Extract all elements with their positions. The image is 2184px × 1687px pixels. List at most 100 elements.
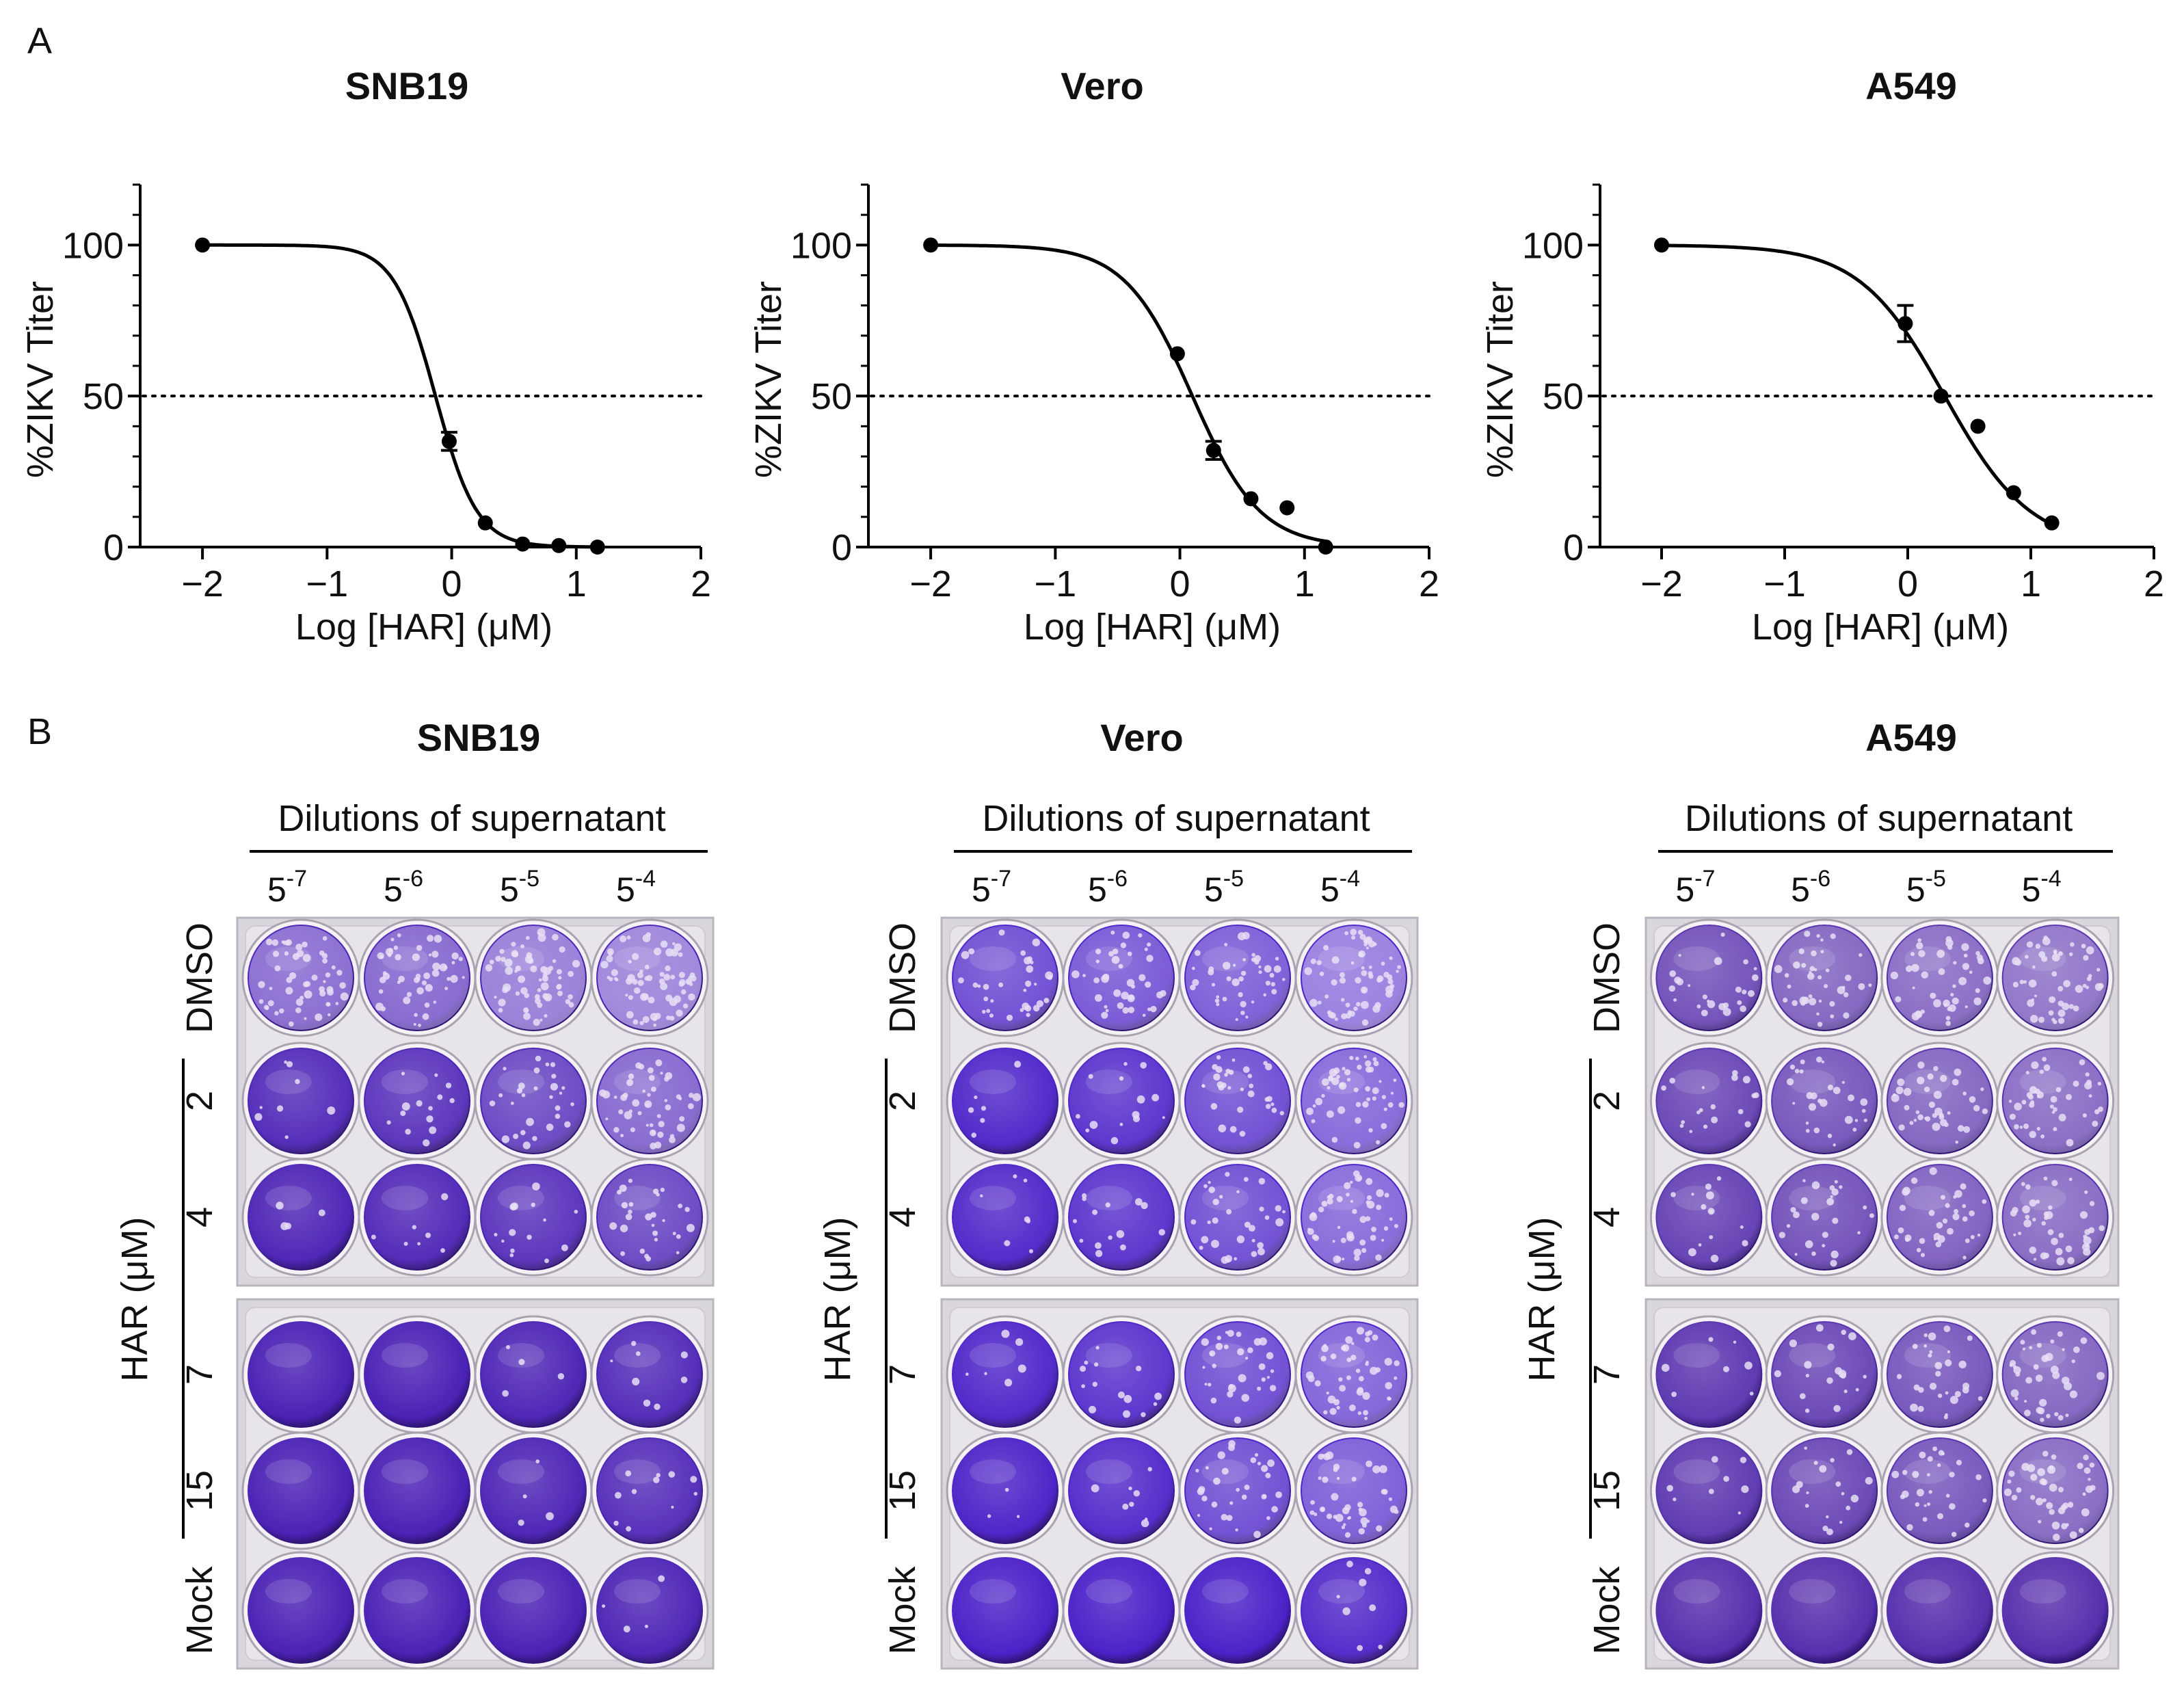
plaque-spot <box>1737 1108 1744 1115</box>
plaque-spot <box>1912 1471 1919 1478</box>
plaque-spot <box>425 984 433 992</box>
plaque-spot <box>1733 1340 1737 1344</box>
plaque-spot <box>609 1222 617 1230</box>
plaque-spot <box>2046 1502 2053 1509</box>
plaque-spot <box>660 940 668 948</box>
well-lysis <box>1657 1323 1761 1426</box>
well <box>1880 918 1999 1037</box>
plaque-spot <box>1026 1013 1030 1018</box>
plaque-spot <box>1223 961 1231 970</box>
plaque-spot <box>2088 1094 2092 1098</box>
plaque-spot <box>1689 1130 1693 1133</box>
plaque-spot <box>546 1124 554 1131</box>
plaque-spot <box>628 995 633 1000</box>
plaque-spot <box>1830 1260 1837 1267</box>
well-highlight <box>970 1579 1016 1604</box>
plaque-spot <box>1020 1008 1024 1012</box>
plaque-spot <box>680 1377 688 1383</box>
plaque-spot <box>1742 989 1747 995</box>
plaque-spot <box>1957 1125 1965 1132</box>
plaque-spot <box>2041 1355 2049 1362</box>
plaque-spot <box>2055 1087 2062 1093</box>
plaque-spot <box>434 935 442 943</box>
plaque-spot <box>1744 1361 1753 1370</box>
plaque-spot <box>564 1121 571 1128</box>
well-highlight <box>1673 1579 1720 1604</box>
well-highlight <box>2019 946 2066 971</box>
plaque-spot <box>1251 957 1256 962</box>
well <box>1178 1041 1297 1160</box>
plaque-spot <box>2094 1109 2100 1115</box>
plaque-spot <box>2083 1234 2088 1239</box>
plaque-spot <box>1701 1009 1708 1017</box>
plaque-spot <box>1396 970 1399 973</box>
well-highlight <box>1904 1343 1951 1368</box>
plaque-spot <box>2066 1139 2074 1147</box>
plaque-spot <box>272 951 280 957</box>
row-label: 7 <box>882 1364 923 1385</box>
well <box>1996 1158 2115 1277</box>
plaque-spot <box>1138 974 1146 981</box>
plaque-spot <box>1266 1516 1270 1520</box>
plaque-spot <box>434 1073 438 1077</box>
plaque-spot <box>1212 1217 1218 1224</box>
plaque-spot <box>1834 1180 1838 1184</box>
plaque-spot <box>1210 1397 1217 1404</box>
plaque-spot <box>1661 1364 1670 1372</box>
data-point <box>515 536 531 552</box>
plaque-spot <box>1940 1119 1947 1127</box>
plaque-spot <box>1846 1449 1853 1455</box>
plaque-spot <box>1340 1237 1346 1243</box>
plaque-spot <box>1349 1056 1354 1061</box>
plaque-spot <box>1095 1346 1100 1350</box>
plaque-spot <box>1751 1093 1757 1098</box>
plaque-spot <box>679 1116 685 1122</box>
plaque-spot <box>628 959 632 964</box>
well-lysis <box>2003 1165 2107 1269</box>
plaque-spot <box>1350 1199 1353 1203</box>
plaque-spot <box>1969 1096 1976 1103</box>
plaque-spot <box>552 933 559 941</box>
plaque-spot <box>2019 979 2024 985</box>
plaque-spot <box>1197 1488 1205 1496</box>
plaque-spot <box>1935 1241 1942 1247</box>
plaque-spot <box>617 1189 622 1195</box>
plaque-spot <box>418 1024 421 1027</box>
plaque-spot <box>1275 1218 1284 1227</box>
well-stain <box>364 1048 470 1154</box>
well-stain <box>364 1437 470 1544</box>
plaque-spot <box>1360 1517 1368 1525</box>
plaque-spot <box>1804 930 1811 938</box>
plaque-spot <box>557 990 563 996</box>
well <box>1880 1158 1999 1277</box>
well <box>1765 1158 1884 1277</box>
plaque-spot <box>1735 986 1742 993</box>
plaque-spot <box>1247 1347 1253 1353</box>
plaque-spot <box>2025 1377 2033 1384</box>
dilution-label: 5-5 <box>1204 866 1244 909</box>
plaque-spot <box>1120 942 1127 948</box>
plaque-spot <box>503 983 511 992</box>
plaque-spot <box>1331 956 1340 964</box>
plaque-spot <box>1720 932 1725 937</box>
plaque-spot <box>2034 994 2037 998</box>
plaque-spot <box>1843 1012 1850 1019</box>
well-highlight <box>1318 1459 1365 1484</box>
plaque-spot <box>678 972 685 979</box>
plaque-spot <box>1208 1180 1211 1184</box>
plaque-spot <box>1279 1111 1285 1116</box>
plaque-spot <box>1271 1107 1277 1113</box>
x-tick-label: −1 <box>1035 563 1077 605</box>
plaque-spot <box>983 996 989 1002</box>
plaque-spot <box>537 988 542 992</box>
plaque-spot <box>2057 1331 2063 1337</box>
well-lysis <box>1302 1439 1406 1543</box>
plaque-spot <box>1014 1061 1022 1068</box>
plaque-spot <box>1833 1087 1841 1094</box>
plaque-spot <box>549 1095 553 1100</box>
plaque-spot <box>2051 971 2058 977</box>
plaque-spot <box>462 976 465 979</box>
plaque-spot <box>258 981 265 989</box>
plaque-spot <box>1833 1405 1841 1412</box>
plaque-spot <box>510 1102 514 1105</box>
